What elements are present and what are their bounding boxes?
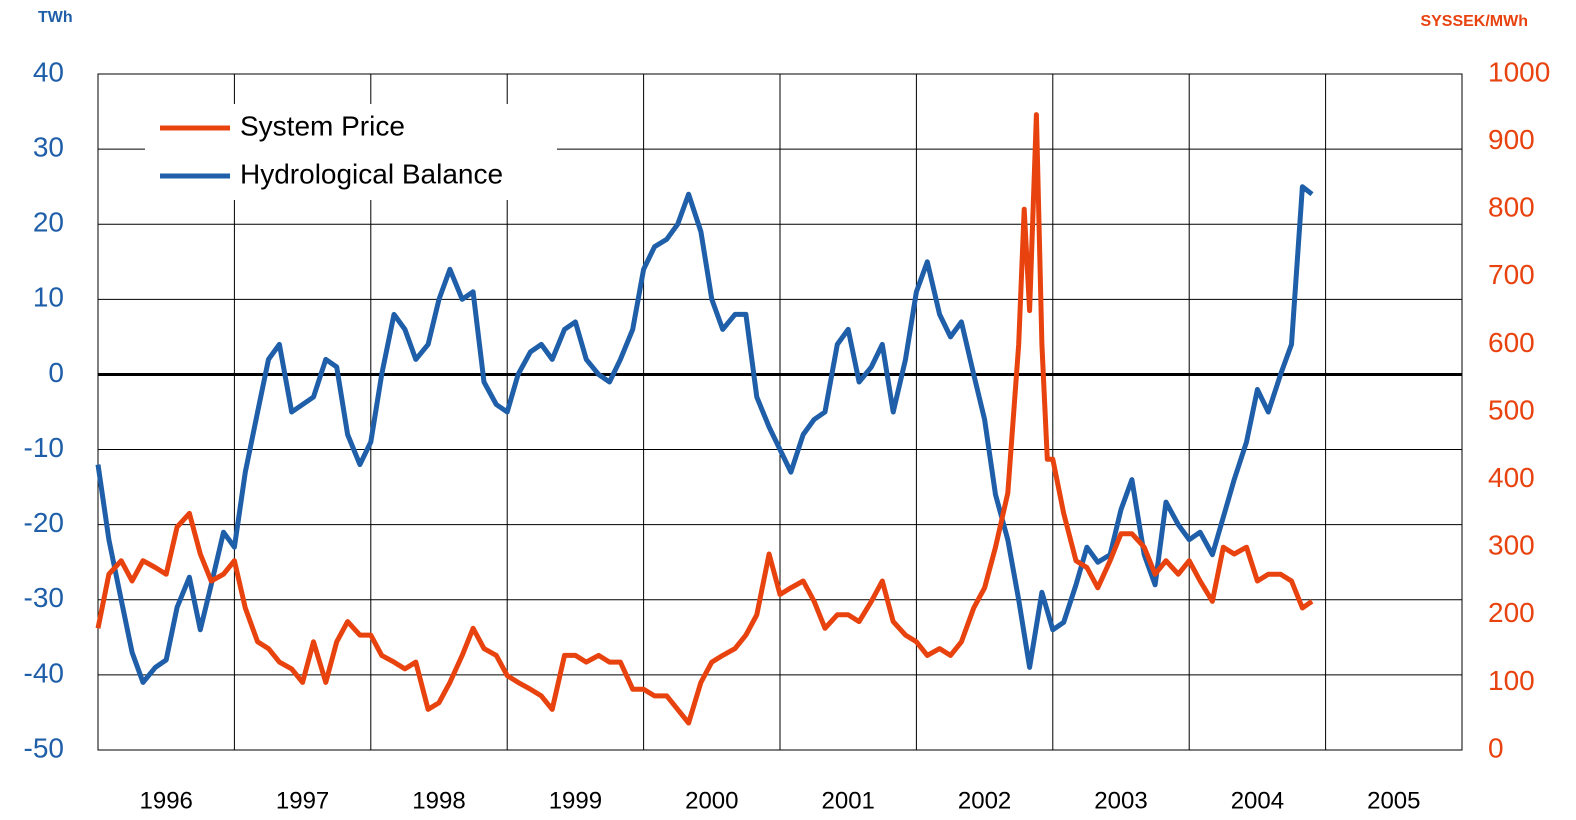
x-tick-label: 2000 [685, 787, 738, 814]
y-tick-label: -30 [24, 582, 64, 613]
data-line [95, 112, 1314, 726]
y-tick-label: -10 [24, 432, 64, 463]
y-tick-label: 20 [33, 207, 64, 238]
x-tick-label: 1999 [549, 787, 602, 814]
legend-label: System Price [240, 110, 405, 141]
y-tick-label: -40 [24, 657, 64, 688]
y2-axis-label: SYSSEK/MWh [1420, 13, 1528, 30]
y2-tick-label: 1000 [1488, 56, 1550, 87]
y-tick-label: 10 [33, 282, 64, 313]
x-tick-label: 2002 [958, 787, 1011, 814]
y2-tick-label: 100 [1488, 665, 1535, 696]
y2-tick-label: 0 [1488, 732, 1504, 763]
legend-box [145, 104, 557, 200]
y-tick-label: 0 [48, 357, 64, 388]
y-tick-label: -50 [24, 732, 64, 763]
x-tick-label: 1998 [412, 787, 465, 814]
x-tick-label: 1996 [140, 787, 193, 814]
y2-tick-label: 800 [1488, 192, 1535, 223]
x-tick-label: 1997 [276, 787, 329, 814]
y2-tick-label: 500 [1488, 394, 1535, 425]
y-tick-label: 40 [33, 56, 64, 87]
x-tick-label: 2003 [1094, 787, 1147, 814]
x-tick-label: 2001 [822, 787, 875, 814]
x-tick-label: 2004 [1231, 787, 1284, 814]
y2-tick-label: 600 [1488, 327, 1535, 358]
y2-tick-label: 700 [1488, 259, 1535, 290]
y2-tick-label: 200 [1488, 597, 1535, 628]
y2-tick-label: 300 [1488, 530, 1535, 561]
y-tick-label: 30 [33, 132, 64, 163]
x-tick-label: 2005 [1367, 787, 1420, 814]
legend-label: Hydrological Balance [240, 158, 503, 189]
y-axis-label: TWh [38, 9, 73, 26]
plot-frame [97, 73, 1463, 751]
data-line [95, 184, 1314, 685]
y2-tick-label: 400 [1488, 462, 1535, 493]
y-tick-label: -20 [24, 507, 64, 538]
y2-tick-label: 900 [1488, 124, 1535, 155]
